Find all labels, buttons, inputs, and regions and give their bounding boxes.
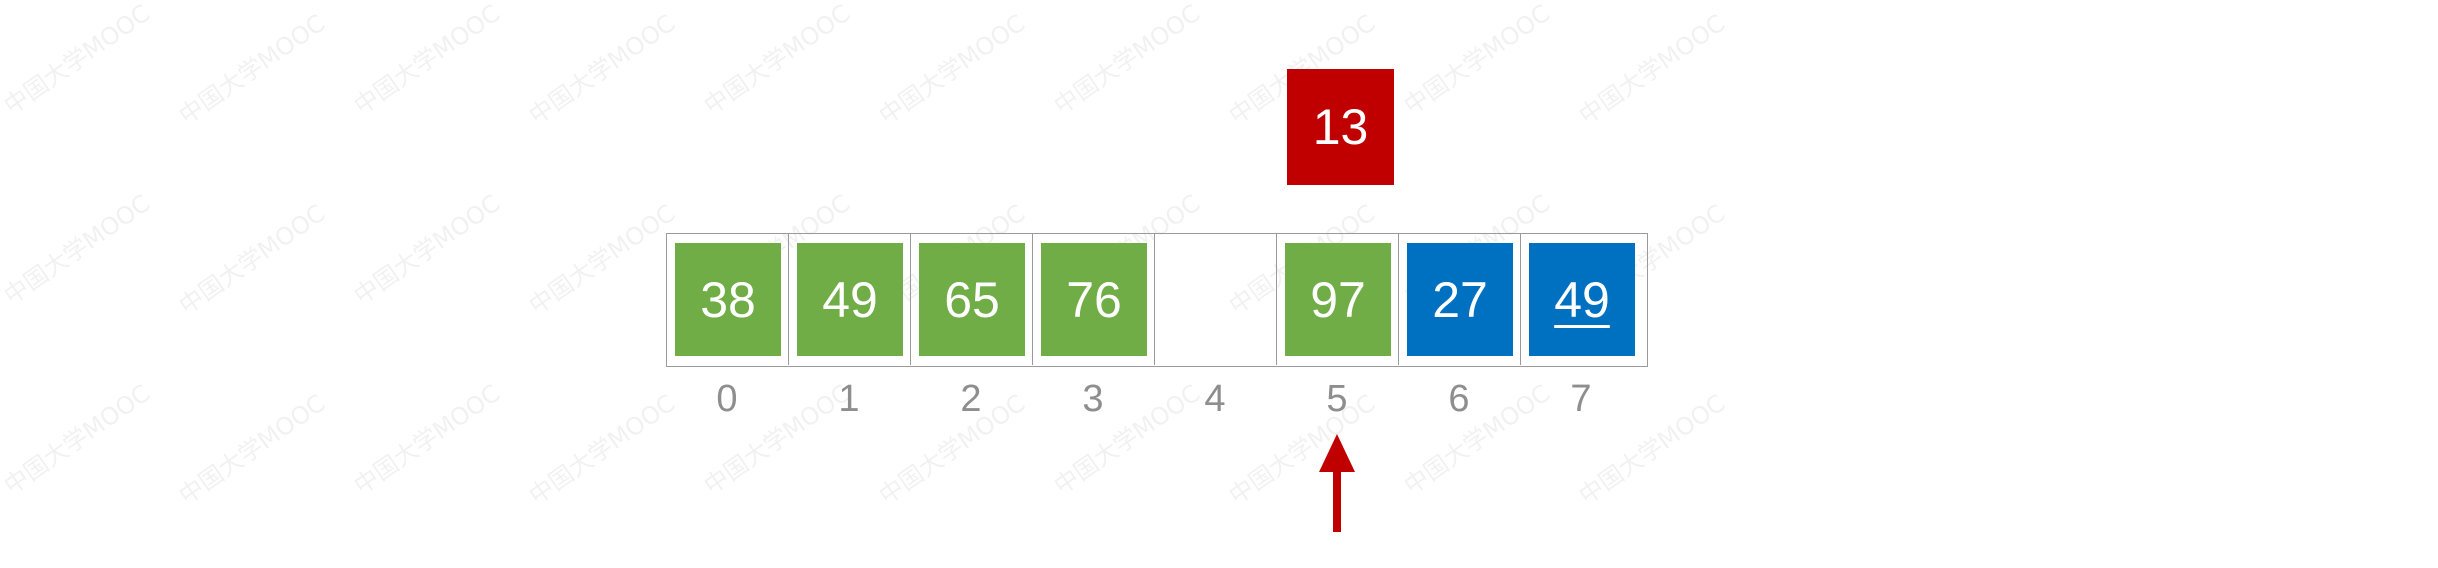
watermark-text: 中国大学MOOC (0, 0, 156, 121)
array-index-label: 5 (1326, 378, 1348, 420)
watermark-text: 中国大学MOOC (173, 388, 331, 511)
array-value-box: 49 (1529, 243, 1635, 356)
array-value-text: 27 (1432, 271, 1488, 328)
array-cell-7: 49 (1521, 234, 1643, 365)
array-container: 38 49 65 76 97 27 49 (666, 233, 1648, 367)
watermark-text: 中国大学MOOC (173, 198, 331, 321)
array-value-text: 76 (1066, 271, 1122, 328)
array-value-text: 38 (700, 271, 756, 328)
watermark-text: 中国大学MOOC (1048, 0, 1206, 121)
array-value-text: 97 (1310, 271, 1366, 328)
array-index-label: 6 (1448, 378, 1470, 420)
array-index-label: 7 (1570, 378, 1592, 420)
array-cell-2: 65 (911, 234, 1033, 365)
array-value-box: 38 (675, 243, 781, 356)
array-value-box: 76 (1041, 243, 1147, 356)
watermark-text: 中国大学MOOC (1398, 0, 1556, 121)
watermark-text: 中国大学MOOC (348, 378, 506, 501)
array-index-label: 4 (1204, 378, 1226, 420)
key-value-text: 13 (1312, 99, 1369, 155)
watermark-text: 中国大学MOOC (0, 188, 156, 311)
array-value-text: 65 (944, 271, 1000, 328)
watermark-text: 中国大学MOOC (523, 8, 681, 131)
array-value-box: 49 (797, 243, 903, 356)
array-index-label: 2 (960, 378, 982, 420)
array-cell-4 (1155, 234, 1277, 365)
watermark-text: 中国大学MOOC (698, 0, 856, 121)
watermark-text: 中国大学MOOC (173, 8, 331, 131)
up-arrow-icon (1319, 434, 1355, 532)
watermark-text: 中国大学MOOC (523, 388, 681, 511)
array-value-box: 97 (1285, 243, 1391, 356)
array-index-label: 0 (716, 378, 738, 420)
watermark-text: 中国大学MOOC (1573, 8, 1731, 131)
array-cell-5: 97 (1277, 234, 1399, 365)
watermark-text: 中国大学MOOC (0, 378, 156, 501)
array-cell-3: 76 (1033, 234, 1155, 365)
up-arrow-shaft (1333, 470, 1341, 532)
watermark-text: 中国大学MOOC (523, 198, 681, 321)
array-value-text: 49 (822, 271, 878, 328)
array-value-text: 49 (1554, 271, 1610, 328)
array-cell-0: 38 (667, 234, 789, 365)
up-arrow-head (1319, 434, 1355, 472)
array-cell-6: 27 (1399, 234, 1521, 365)
watermark-text: 中国大学MOOC (348, 188, 506, 311)
key-value-box: 13 (1287, 69, 1394, 185)
array-value-box: 65 (919, 243, 1025, 356)
watermark-text: 中国大学MOOC (873, 8, 1031, 131)
array-value-box: 27 (1407, 243, 1513, 356)
array-cell-1: 49 (789, 234, 911, 365)
array-index-label: 3 (1082, 378, 1104, 420)
array-index-label: 1 (838, 378, 860, 420)
watermark-text: 中国大学MOOC (348, 0, 506, 121)
